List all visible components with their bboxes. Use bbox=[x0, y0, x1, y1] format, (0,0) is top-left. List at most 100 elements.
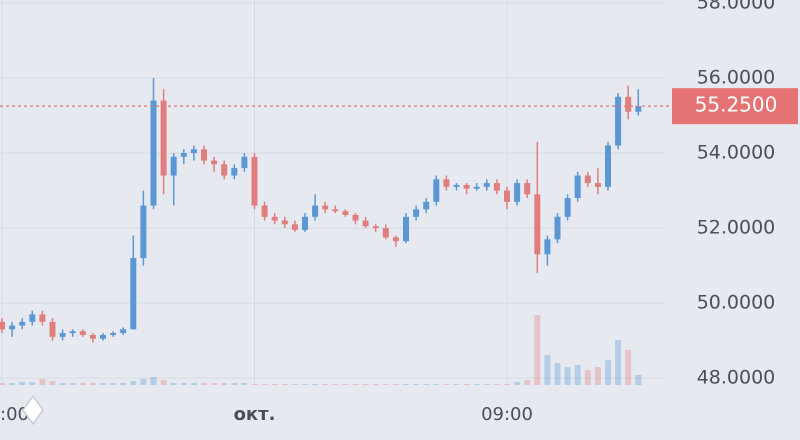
candle-body bbox=[302, 216, 308, 230]
volume-bar bbox=[584, 370, 591, 385]
logo bbox=[22, 394, 44, 426]
volume-bar bbox=[625, 350, 632, 385]
volume-bar bbox=[594, 367, 601, 385]
volume-bar bbox=[332, 384, 339, 385]
volume-bar bbox=[39, 379, 46, 385]
candle-body bbox=[211, 160, 218, 165]
volume-bar bbox=[49, 381, 56, 385]
volume-bar bbox=[59, 383, 66, 385]
volume-bar bbox=[271, 384, 278, 385]
candle-body bbox=[170, 156, 177, 176]
volume-bar bbox=[110, 383, 117, 385]
volume-bar bbox=[251, 384, 258, 385]
volume-bar bbox=[413, 384, 420, 385]
candle-body bbox=[180, 153, 187, 157]
candle-body bbox=[89, 334, 96, 339]
volume-bar bbox=[190, 383, 197, 385]
volume-bar bbox=[231, 383, 238, 385]
candle-body bbox=[554, 216, 561, 240]
last-price-label: 55.2500 bbox=[695, 93, 778, 117]
volume-bar bbox=[372, 384, 379, 385]
volume-bar bbox=[514, 382, 521, 385]
volume-bar bbox=[473, 384, 480, 385]
candle-body bbox=[110, 333, 117, 335]
candle-body bbox=[574, 175, 581, 199]
volume-bar bbox=[0, 383, 5, 385]
volume-bar bbox=[19, 382, 26, 385]
y-tick-label: 52.0000 bbox=[697, 217, 776, 239]
volume-bar bbox=[281, 384, 288, 385]
candle-body bbox=[261, 205, 268, 217]
candle-body bbox=[271, 216, 278, 221]
candle-body bbox=[19, 321, 26, 326]
candle-body bbox=[372, 226, 379, 229]
candle-body bbox=[100, 334, 106, 339]
candle-body bbox=[332, 209, 339, 212]
volume-bar bbox=[463, 384, 470, 385]
volume-bar bbox=[544, 355, 551, 385]
candle-body bbox=[79, 331, 86, 335]
candle-body bbox=[221, 164, 228, 176]
candle-body bbox=[120, 329, 127, 334]
volume-bar bbox=[504, 384, 510, 385]
x-tick-label: 09:00 bbox=[481, 404, 533, 425]
volume-bar bbox=[554, 363, 561, 385]
candle-body bbox=[241, 156, 248, 169]
volume-bar bbox=[100, 383, 106, 385]
volume-bar bbox=[130, 381, 137, 385]
candle-body bbox=[130, 258, 137, 330]
candle-body bbox=[322, 205, 329, 210]
volume-bar bbox=[140, 379, 147, 385]
candle-body bbox=[443, 179, 450, 187]
volume-bar bbox=[170, 383, 177, 385]
volume-bar bbox=[453, 384, 460, 385]
candle-body bbox=[150, 100, 157, 206]
candle-body bbox=[342, 211, 349, 215]
candle-body bbox=[433, 179, 440, 202]
candle-body bbox=[140, 205, 147, 259]
candle-body bbox=[534, 194, 541, 255]
y-tick-label: 50.0000 bbox=[697, 292, 776, 314]
volume-bar bbox=[352, 384, 359, 385]
volume-bar bbox=[615, 340, 622, 385]
volume-bar bbox=[69, 383, 76, 385]
candle-body bbox=[49, 321, 56, 337]
candle-body bbox=[312, 205, 319, 217]
candle-body bbox=[514, 183, 521, 202]
candle-body bbox=[69, 331, 76, 334]
y-tick-label: 58.0000 bbox=[697, 0, 776, 14]
candle-body bbox=[362, 220, 369, 227]
volume-bar bbox=[302, 384, 308, 385]
candle-body bbox=[190, 149, 197, 154]
candle-body bbox=[291, 224, 298, 230]
volume-bar bbox=[392, 384, 399, 385]
candle-body bbox=[625, 96, 632, 112]
candle-body bbox=[392, 237, 399, 242]
y-tick-label: 54.0000 bbox=[697, 142, 776, 164]
volume-bar bbox=[89, 383, 96, 385]
candle-body bbox=[0, 321, 5, 330]
candle-body bbox=[231, 168, 238, 176]
volume-bar bbox=[241, 383, 248, 385]
volume-bar bbox=[160, 380, 167, 385]
volume-bar bbox=[423, 384, 430, 385]
volume-bar bbox=[635, 375, 642, 385]
volume-bar bbox=[524, 380, 531, 385]
y-tick-label: 56.0000 bbox=[697, 67, 776, 89]
candle-body bbox=[251, 156, 258, 206]
volume-bar bbox=[221, 383, 228, 385]
candle-body bbox=[281, 220, 288, 225]
volume-bar bbox=[342, 384, 349, 385]
candle-body bbox=[483, 183, 490, 187]
volume-bar bbox=[79, 383, 86, 385]
volume-bar bbox=[180, 383, 187, 385]
candle-body bbox=[352, 214, 359, 221]
candle-body bbox=[413, 209, 420, 217]
y-tick-label: 48.0000 bbox=[697, 367, 776, 389]
volume-bar bbox=[291, 384, 298, 385]
candle-body bbox=[29, 314, 36, 322]
candle-body bbox=[160, 100, 167, 176]
x-tick-label: окт. bbox=[234, 404, 276, 425]
